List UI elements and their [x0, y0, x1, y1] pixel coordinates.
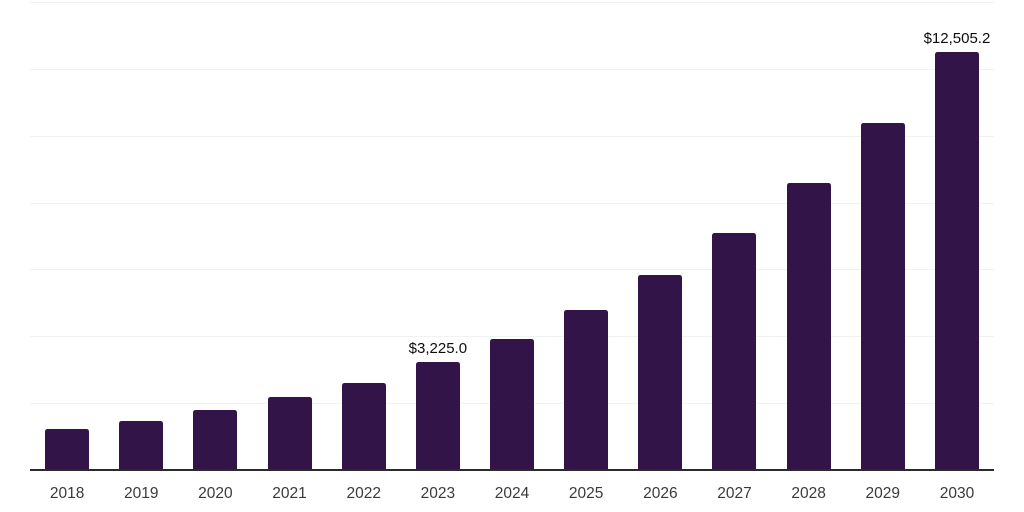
bar-slot-2025 — [549, 2, 623, 470]
bar-slot-2028 — [772, 2, 846, 470]
x-tick-2027: 2027 — [717, 485, 752, 502]
bar-slot-2027 — [697, 2, 771, 470]
bar-slot-2024 — [475, 2, 549, 470]
bar-2026[interactable] — [638, 275, 683, 470]
bar-2029[interactable] — [860, 123, 905, 470]
x-tick-2022: 2022 — [346, 485, 381, 502]
x-axis-line — [30, 469, 994, 471]
x-tick-2029: 2029 — [865, 485, 901, 502]
bar-2023[interactable] — [415, 362, 460, 470]
bar-2021[interactable] — [267, 397, 312, 470]
bar-slot-2022 — [327, 2, 401, 470]
bars-container: $3,225.0 $12,505.2 — [30, 2, 994, 470]
gridline-4000 — [30, 336, 994, 338]
bar-2028[interactable] — [786, 183, 831, 470]
bar-slot-2019 — [104, 2, 178, 470]
bar-slot-2029 — [846, 2, 920, 470]
bar-slot-2026 — [623, 2, 697, 470]
bar-slot-2021 — [252, 2, 326, 470]
bar-2019[interactable] — [119, 420, 164, 470]
bar-2020[interactable] — [193, 410, 238, 470]
bar-2024[interactable] — [490, 339, 535, 470]
x-tick-2024: 2024 — [494, 485, 530, 502]
bar-2027[interactable] — [712, 233, 757, 470]
gridline-10000 — [30, 135, 994, 137]
x-tick-2021: 2021 — [272, 485, 307, 502]
bar-slot-2018 — [30, 2, 104, 470]
x-tick-2023: 2023 — [420, 485, 456, 502]
value-label-2023: $3,225.0 — [408, 340, 468, 358]
gridline-8000 — [30, 202, 994, 204]
x-axis-labels: 2018 2019 2020 2021 2022 2023 2024 2025 2026 2027… — [30, 470, 994, 503]
bar-slot-2020 — [178, 2, 252, 470]
x-tick-2020: 2020 — [198, 485, 233, 502]
plot-area: $3,225.0 $12,505.2 — [30, 2, 994, 471]
bar-2018[interactable] — [45, 428, 90, 470]
bar-slot-2023: $3,225.0 — [401, 2, 475, 470]
bar-2025[interactable] — [564, 309, 609, 470]
gridline-6000 — [30, 269, 994, 271]
bar-2030[interactable] — [934, 52, 979, 470]
x-tick-2025: 2025 — [568, 485, 604, 502]
gridline-12000 — [30, 68, 994, 70]
x-tick-2019: 2019 — [123, 485, 159, 502]
value-label-2030: $12,505.2 — [923, 29, 991, 47]
gridline-14000 — [30, 2, 994, 3]
x-tick-2030: 2030 — [939, 485, 975, 502]
x-tick-2028: 2028 — [791, 485, 826, 502]
bar-2022[interactable] — [341, 383, 386, 470]
x-tick-2026: 2026 — [643, 485, 678, 502]
x-tick-2018: 2018 — [49, 485, 85, 502]
bar-slot-2030: $12,505.2 — [920, 2, 994, 470]
